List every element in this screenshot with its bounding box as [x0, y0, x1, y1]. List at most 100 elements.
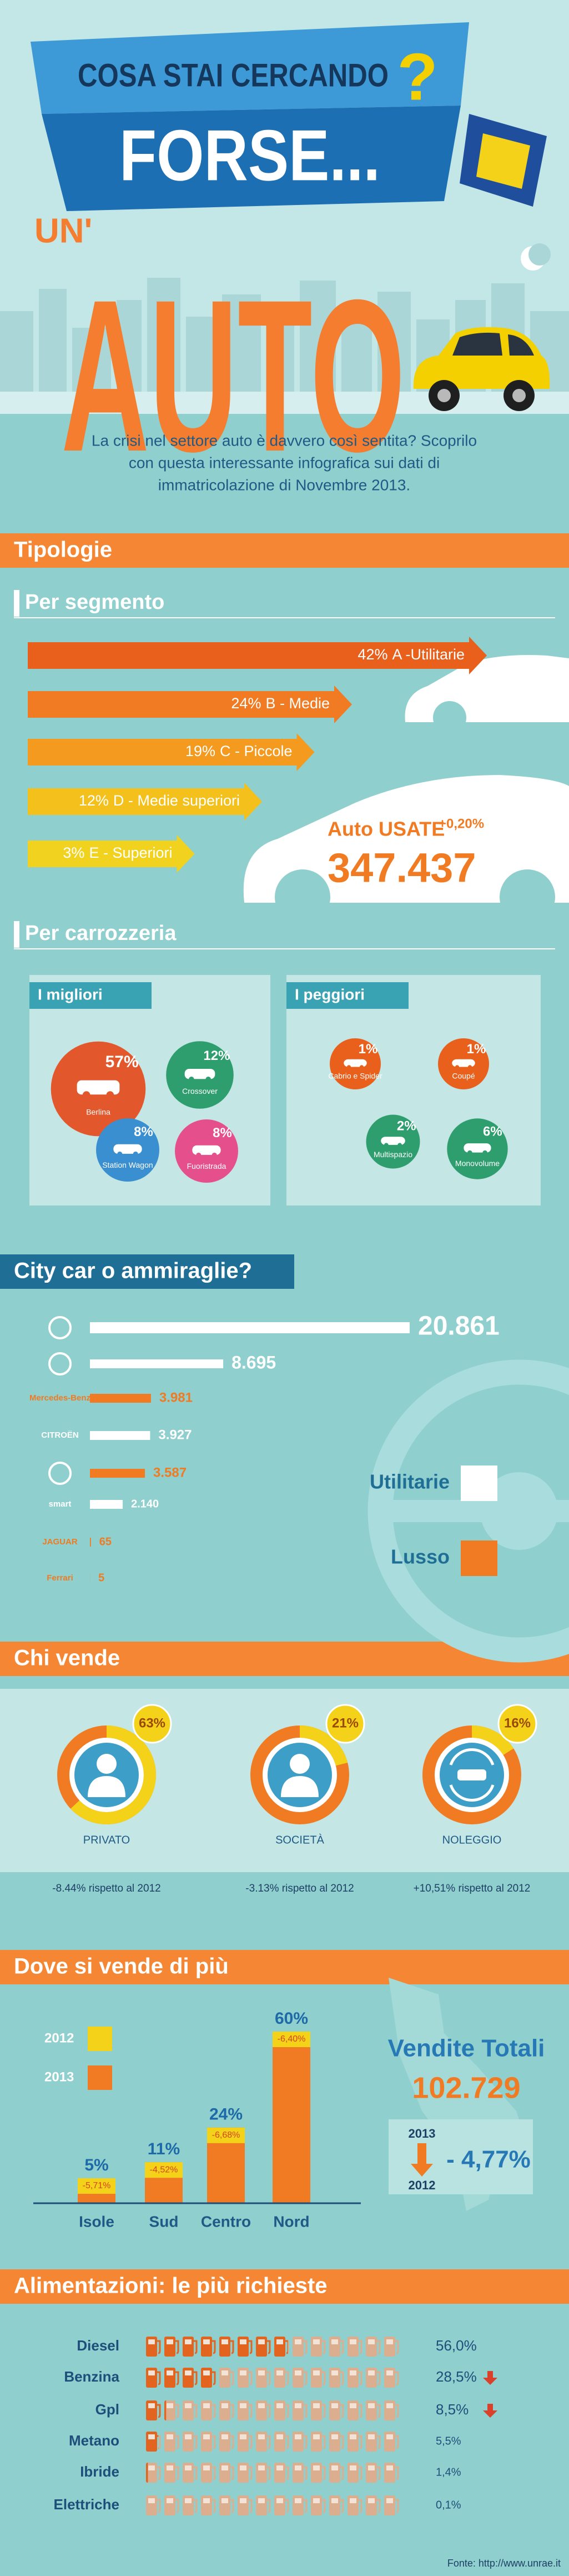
car-hub	[437, 389, 451, 402]
car-hub	[512, 389, 526, 402]
decline-arrow	[483, 2371, 497, 2385]
fuel-value-label: 28,5%	[436, 2368, 477, 2385]
down-arrow	[411, 2143, 433, 2177]
car-icon-wheel	[196, 1152, 202, 1158]
brand-value-label: 3.587	[153, 1465, 187, 1480]
segment-label: 12% D - Medie superiori	[79, 792, 240, 809]
car-icon	[344, 1059, 367, 1067]
donut-share	[71, 1725, 156, 1824]
moon-shadow	[528, 243, 551, 266]
rental-car	[457, 1769, 486, 1780]
segment-label: 3% E - Superiori	[63, 844, 172, 861]
title-forse: FORSE...	[119, 114, 380, 196]
brand-value-label: 3.981	[159, 1390, 193, 1405]
region-bar-band	[78, 2178, 115, 2194]
fuel-value-label: 1,4%	[436, 2466, 461, 2478]
totals-value: 102.729	[412, 2071, 520, 2104]
car-icon-wheel	[212, 1152, 217, 1158]
fuel-share	[144, 2365, 218, 2390]
seller-category: NOLEGGIO	[442, 1834, 502, 1846]
car-silhouette-large	[243, 775, 569, 903]
person-head	[290, 1754, 310, 1774]
legend-swatch	[88, 2027, 112, 2051]
seller-category: PRIVATO	[83, 1834, 130, 1846]
car-icon-wheel	[133, 1151, 138, 1157]
share-badge	[325, 1704, 365, 1744]
brand-label: CITROËN	[41, 1430, 79, 1440]
subsection-title: Per carrozzeria	[25, 922, 177, 945]
car-icon-wheel	[482, 1150, 488, 1156]
title-band	[31, 22, 469, 114]
used-cars-change: +0,20%	[439, 816, 484, 831]
brand-bar	[90, 1500, 123, 1509]
fuel-track	[144, 2398, 401, 2423]
legend-swatch	[461, 1465, 497, 1501]
body-category: Crossover	[182, 1087, 218, 1096]
brand-bar	[90, 1538, 91, 1547]
fuel-label: Metano	[69, 2432, 119, 2449]
region-change-label: -6,40%	[278, 2034, 306, 2044]
car-icon-wheel	[82, 1091, 90, 1099]
body-category: Fuoristrada	[187, 1162, 226, 1171]
person-body	[281, 1776, 319, 1797]
section-title: Tipologie	[14, 538, 112, 562]
brand-value-label: 20.861	[418, 1312, 500, 1341]
body-value-label: 2%	[397, 1119, 416, 1134]
legend-swatch	[461, 1540, 497, 1576]
car-icon	[464, 1143, 491, 1153]
region-category: Sud	[149, 2213, 179, 2230]
brand-bar	[90, 1469, 145, 1478]
fuel-value-label: 56,0%	[436, 2337, 477, 2354]
body-category: Monovolume	[455, 1159, 500, 1168]
section-bar	[0, 2269, 569, 2304]
car-silhouette-wheel	[275, 869, 330, 925]
title-band-dark	[42, 106, 461, 211]
brand-bar	[90, 1359, 224, 1368]
intro-text: La crisi nel settore auto è davvero così…	[92, 432, 477, 449]
steering-wheel	[367, 1359, 569, 1663]
seller-note: +10,51% rispetto al 2012	[414, 1883, 531, 1894]
title-auto: AUTO	[61, 254, 405, 497]
segment-arrow	[28, 733, 315, 771]
totals-year: 2012	[409, 2178, 436, 2192]
brand-value-label: 65	[99, 1535, 112, 1548]
fuel-share	[144, 2460, 148, 2485]
totals-box	[389, 2119, 533, 2194]
section-title: Chi vende	[14, 1646, 120, 1670]
panel-header	[286, 982, 409, 1009]
intro-text: con questa interessante infografica sui …	[129, 454, 440, 471]
region-value-label: 5%	[84, 2156, 108, 2174]
body-value-label: 12%	[203, 1048, 230, 1063]
car-silhouette-wheel	[433, 701, 466, 734]
subsection-tab	[14, 921, 19, 948]
car-icon	[192, 1145, 221, 1155]
section-title: Dove si vende di più	[14, 1954, 229, 1979]
intro-text: immatricolazione di Novembre 2013.	[158, 476, 410, 493]
car-icon-wheel	[467, 1065, 472, 1069]
region-value-label: 11%	[148, 2140, 180, 2158]
legend-label: Utilitarie	[370, 1470, 450, 1493]
car-window	[452, 332, 502, 356]
body-value-label: 1%	[359, 1042, 378, 1057]
totals-change: - 4,77%	[446, 2146, 531, 2173]
panel-title: I peggiori	[295, 986, 365, 1003]
body-category: Coupé	[452, 1072, 475, 1081]
fuel-share	[144, 2334, 288, 2359]
rental-arrows	[449, 1748, 495, 1802]
region-bar-band	[273, 2032, 310, 2047]
car-icon-wheel	[346, 1065, 351, 1069]
steering-spoke	[389, 1500, 569, 1522]
body-category: Multispazio	[374, 1150, 412, 1159]
totals-title: Vendite Totali	[388, 2035, 545, 2062]
share-label: 63%	[139, 1715, 165, 1730]
car-icon-wheel	[117, 1151, 123, 1157]
car-icon-wheel	[205, 1077, 212, 1082]
car-icon	[184, 1069, 215, 1079]
region-change-label: -5,71%	[83, 2181, 111, 2190]
car-icon-wheel	[359, 1065, 364, 1069]
title-un: UN'	[34, 212, 92, 250]
region-value-label: 24%	[209, 2105, 243, 2124]
segment-value-label: 19%	[185, 743, 215, 759]
